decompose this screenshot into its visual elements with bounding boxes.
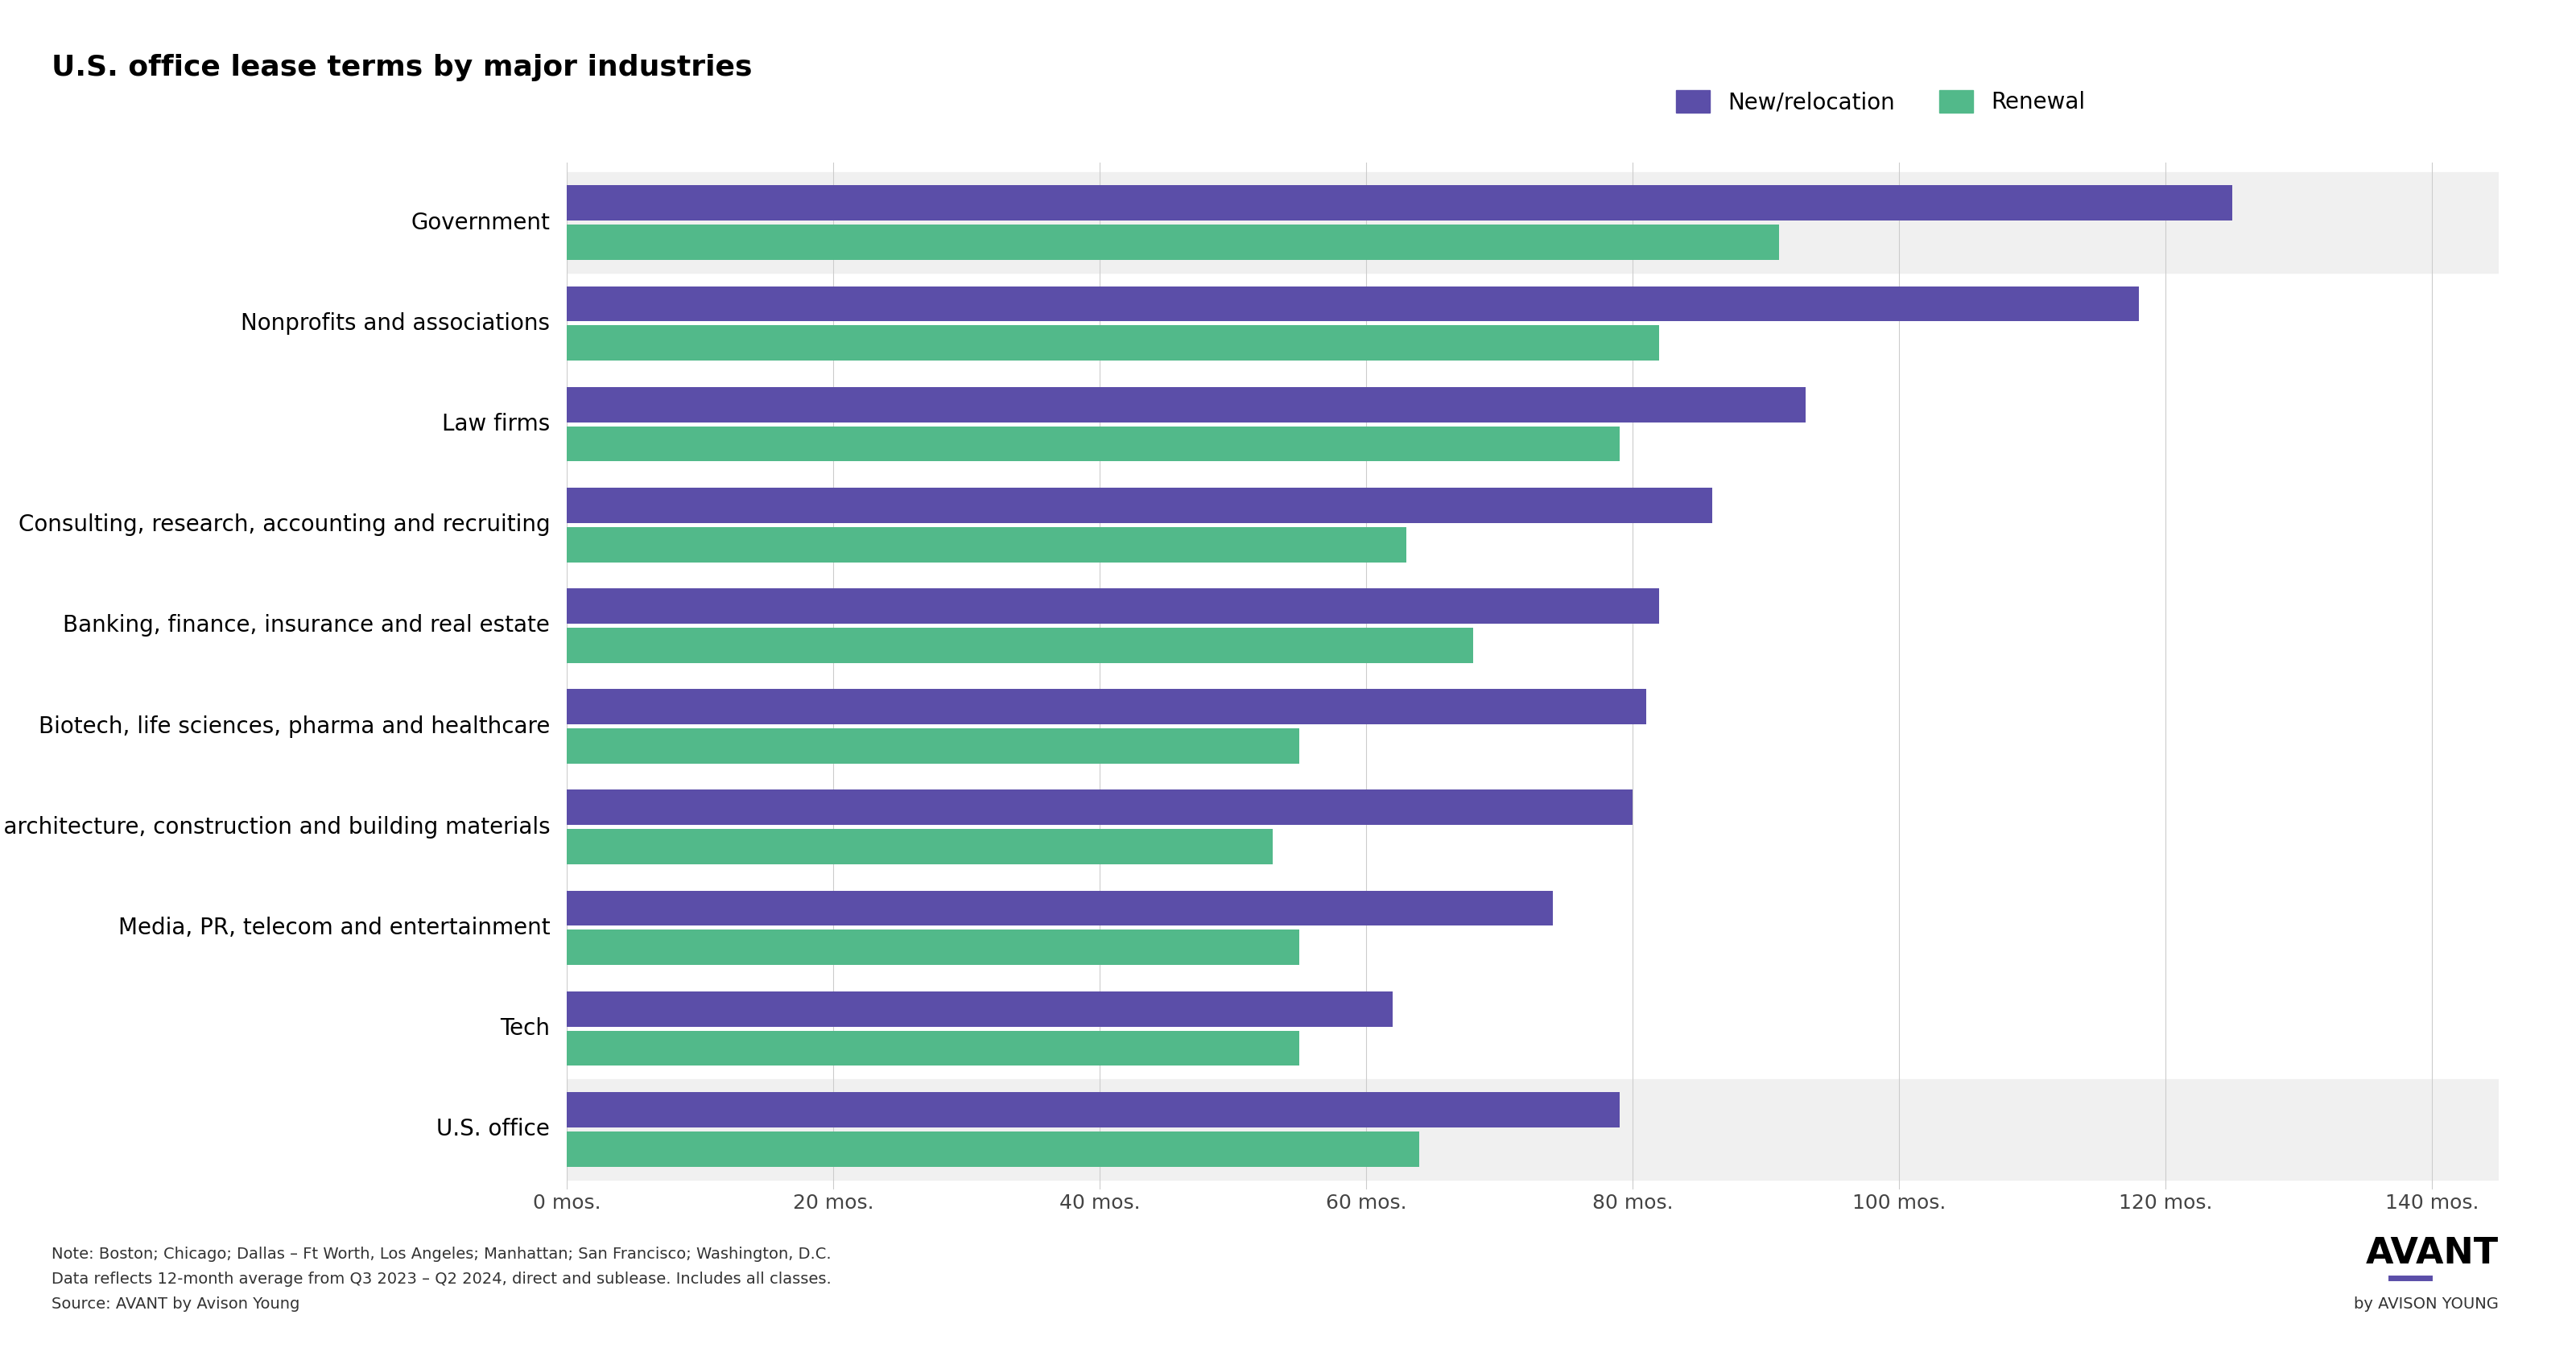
Bar: [567, 287, 2138, 322]
Bar: [567, 1132, 1419, 1167]
Bar: [567, 729, 1298, 764]
Bar: [567, 891, 1553, 926]
Bar: [567, 790, 1633, 825]
Bar: [567, 1030, 1298, 1065]
Bar: [567, 690, 1646, 725]
Bar: [567, 588, 1659, 623]
Bar: [567, 930, 1298, 965]
Text: by AVISON YOUNG: by AVISON YOUNG: [2354, 1297, 2499, 1311]
Bar: [567, 326, 1659, 361]
Bar: [567, 185, 2233, 220]
Bar: [567, 488, 1713, 523]
Text: U.S. office lease terms by major industries: U.S. office lease terms by major industr…: [52, 54, 752, 81]
Bar: [567, 426, 1620, 461]
Bar: [567, 627, 1473, 662]
Bar: [567, 527, 1406, 562]
Bar: [567, 991, 1394, 1026]
Bar: [567, 224, 1780, 260]
Bar: [567, 172, 2499, 273]
Legend: New/relocation, Renewal: New/relocation, Renewal: [1667, 81, 2094, 123]
Bar: [567, 1092, 1620, 1128]
Bar: [567, 1079, 2499, 1180]
Bar: [567, 387, 1806, 422]
Text: AVANT: AVANT: [2365, 1236, 2499, 1271]
Bar: [567, 829, 1273, 864]
Text: Note: Boston; Chicago; Dallas – Ft Worth, Los Angeles; Manhattan; San Francisco;: Note: Boston; Chicago; Dallas – Ft Worth…: [52, 1247, 832, 1311]
